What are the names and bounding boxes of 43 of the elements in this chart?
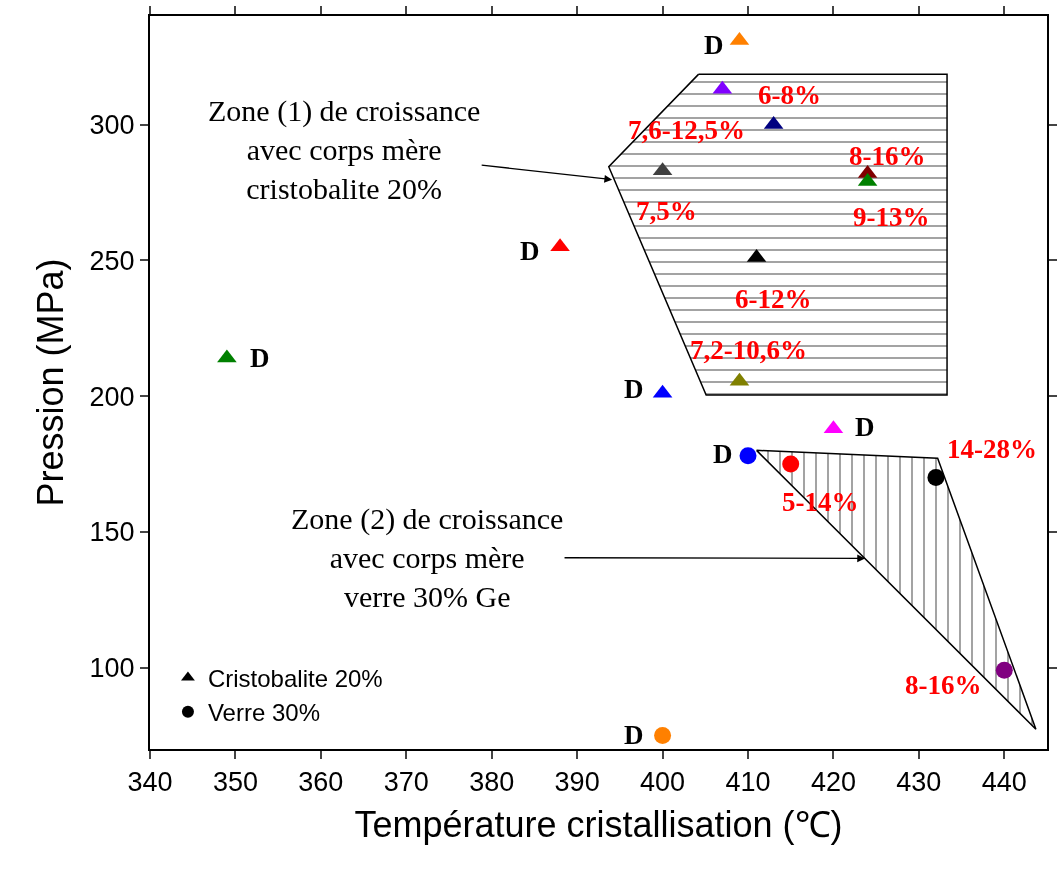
y-axis-title: Pression (MPa): [29, 258, 71, 507]
annotation: 7,2-10,6%: [690, 335, 807, 365]
legend-label: Verre 30%: [207, 699, 321, 726]
annotation: D: [704, 30, 724, 60]
x-tick-label: 380: [469, 767, 515, 798]
legend-label: Cristobalite 20%: [207, 664, 383, 692]
annotation: D: [624, 374, 644, 404]
annotation: D: [250, 343, 270, 373]
x-tick-label: 400: [640, 767, 686, 798]
annotation: 6-8%: [758, 80, 821, 110]
y-tick-label: 250: [89, 245, 135, 276]
annotation: D: [520, 236, 540, 266]
annotation: 6-12%: [735, 284, 812, 314]
x-tick-label: 410: [725, 767, 771, 798]
x-tick-label: 430: [896, 767, 942, 798]
y-tick-label: 150: [89, 517, 135, 548]
y-tick-label: 100: [89, 653, 135, 684]
point: [739, 447, 757, 465]
x-tick-label: 350: [212, 767, 258, 798]
annotation: 14-28%: [947, 434, 1037, 464]
annotation: D: [855, 412, 875, 442]
annotation: 9-13%: [853, 202, 930, 232]
x-tick-label: 420: [810, 767, 856, 798]
annotation: 7,5%: [636, 196, 697, 226]
annotation: Zone (1) de croissance avec corps mère cristobalite 20%: [208, 94, 481, 205]
point: [654, 726, 672, 744]
annotation: 8-16%: [849, 141, 926, 171]
annotation: D: [624, 720, 644, 750]
x-tick-label: 370: [383, 767, 429, 798]
point: [927, 469, 945, 487]
annotation: Zone (2) de croissance avec corps mère verre 30% Ge: [291, 502, 564, 613]
x-tick-label: 340: [127, 767, 173, 798]
x-tick-label: 360: [298, 767, 344, 798]
x-axis-title: Température cristallisation (℃): [354, 803, 843, 845]
point: [217, 349, 237, 363]
point: [995, 661, 1013, 679]
annotation: 8-16%: [905, 670, 982, 700]
x-tick-label: 440: [981, 767, 1027, 798]
point: [782, 455, 800, 473]
y-tick-label: 200: [89, 381, 135, 412]
y-tick-label: 300: [89, 110, 135, 141]
annotation: D: [713, 439, 733, 469]
x-tick-label: 390: [554, 767, 600, 798]
